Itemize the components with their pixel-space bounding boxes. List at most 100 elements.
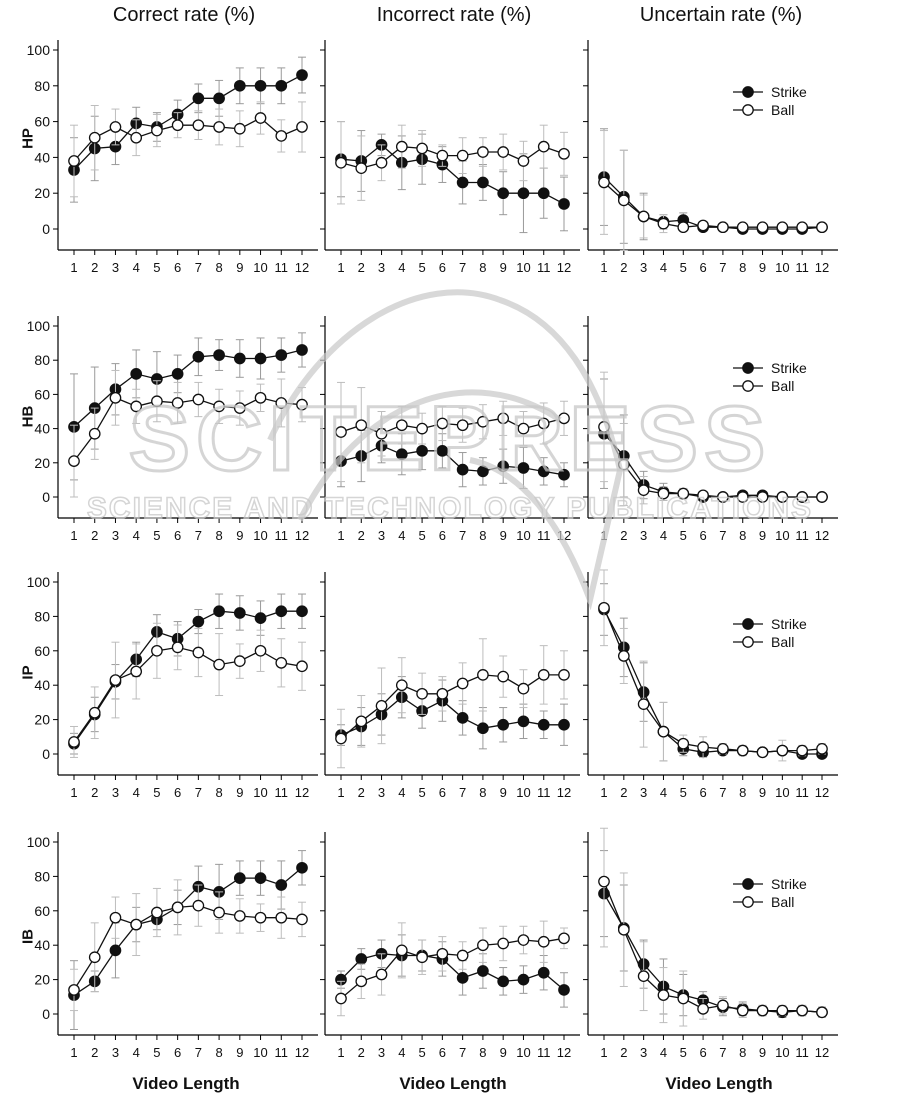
x-tick-label: 9 <box>236 1045 243 1060</box>
x-tick-label: 11 <box>275 1045 289 1060</box>
ball-point <box>88 427 101 440</box>
y-tick-label: 20 <box>34 712 50 728</box>
x-tick-label: 4 <box>133 528 140 543</box>
panel-ib-1: 1 2 3 4 5 6 7 8 9 10 11 12 <box>320 832 580 1060</box>
legend-label: Ball <box>771 634 794 650</box>
ball-point <box>456 677 469 690</box>
strike-point <box>192 615 205 628</box>
strike-point <box>130 368 143 380</box>
ball-point <box>375 427 388 440</box>
x-tick-label: 3 <box>640 785 647 800</box>
x-tick-label: 10 <box>775 785 789 800</box>
x-tick-label: 11 <box>275 785 289 800</box>
panel-hb-1: 1 2 3 4 5 6 7 8 9 10 11 12 <box>320 316 580 543</box>
ball-point <box>151 906 163 919</box>
x-tick-label: 2 <box>91 528 98 543</box>
x-tick-label: 3 <box>112 260 119 275</box>
x-tick-label: 6 <box>174 260 181 275</box>
y-tick-label: 100 <box>27 574 51 590</box>
ball-point <box>68 736 80 748</box>
strike-point <box>456 712 469 724</box>
series-line <box>603 182 822 228</box>
ball-point <box>558 412 570 425</box>
x-tick-label: 2 <box>620 260 627 275</box>
x-tick-label: 12 <box>815 528 829 543</box>
x-tick-label: 8 <box>739 1045 746 1060</box>
series-strike <box>335 934 570 1008</box>
ball-point <box>192 646 205 659</box>
ball-point <box>151 124 163 137</box>
x-tick-label: 8 <box>215 1045 222 1060</box>
series-strike <box>598 378 828 503</box>
strike-point <box>192 350 205 363</box>
ball-point <box>213 121 225 133</box>
y-tick-label: 40 <box>34 421 50 437</box>
strike-point <box>213 92 225 105</box>
ball-point <box>296 660 308 673</box>
y-tick-label: 80 <box>34 868 50 884</box>
series-strike <box>335 676 570 750</box>
strike-point <box>537 187 550 200</box>
ball-point <box>375 156 388 169</box>
ball-point <box>598 421 610 433</box>
x-tick-label: 9 <box>236 260 243 275</box>
ball-point <box>756 1004 769 1017</box>
ball-point <box>477 415 489 428</box>
ball-point <box>151 395 163 408</box>
x-tick-label: 11 <box>795 528 809 543</box>
strike-point <box>497 187 510 200</box>
series-ball <box>598 827 828 1027</box>
x-tick-label: 3 <box>640 1045 647 1060</box>
x-tick-label: 6 <box>174 528 181 543</box>
ball-point <box>233 122 246 135</box>
ball-point <box>537 669 550 681</box>
ball-point <box>130 918 143 931</box>
x-tick-label: 6 <box>699 528 706 543</box>
x-tick-label: 3 <box>640 260 647 275</box>
x-tick-label: 6 <box>699 260 706 275</box>
x-tick-label: 9 <box>500 1045 507 1060</box>
ball-point <box>171 901 184 914</box>
ball-point <box>816 742 828 755</box>
series-ball <box>68 101 308 198</box>
y-tick-label: 100 <box>27 42 51 58</box>
ball-point <box>617 923 630 936</box>
ball-point <box>816 1006 828 1019</box>
x-tick-label: 7 <box>195 785 202 800</box>
ball-point <box>436 687 449 700</box>
x-tick-label: 12 <box>557 785 571 800</box>
x-tick-label: 3 <box>640 528 647 543</box>
x-axis-label-incorrect: Video Length <box>399 1074 507 1093</box>
x-tick-label: 9 <box>759 260 766 275</box>
ball-point <box>355 975 368 988</box>
ball-point <box>776 1004 789 1017</box>
ball-point <box>436 947 449 960</box>
x-tick-label: 2 <box>91 1045 98 1060</box>
legend-label: Strike <box>771 616 807 632</box>
ball-point <box>436 149 449 162</box>
ball-point <box>497 670 510 683</box>
legend-label: Ball <box>771 894 794 910</box>
ball-point <box>68 455 80 467</box>
ball-point <box>796 221 809 234</box>
x-tick-label: 12 <box>557 1045 571 1060</box>
series-line <box>340 696 564 736</box>
x-tick-label: 11 <box>537 1045 551 1060</box>
series-line <box>73 610 302 745</box>
x-tick-label: 8 <box>479 528 486 543</box>
ball-point <box>637 970 650 983</box>
x-tick-label: 1 <box>337 1045 344 1060</box>
strike-point <box>171 368 184 380</box>
x-tick-label: 1 <box>70 1045 77 1060</box>
ball-point <box>375 968 388 981</box>
series-line <box>73 74 303 171</box>
x-tick-label: 8 <box>215 528 222 543</box>
ball-point <box>436 417 449 430</box>
ball-point <box>171 397 184 409</box>
y-tick-label: 0 <box>42 1006 50 1022</box>
ball-point <box>254 391 267 404</box>
strike-point <box>477 965 489 977</box>
